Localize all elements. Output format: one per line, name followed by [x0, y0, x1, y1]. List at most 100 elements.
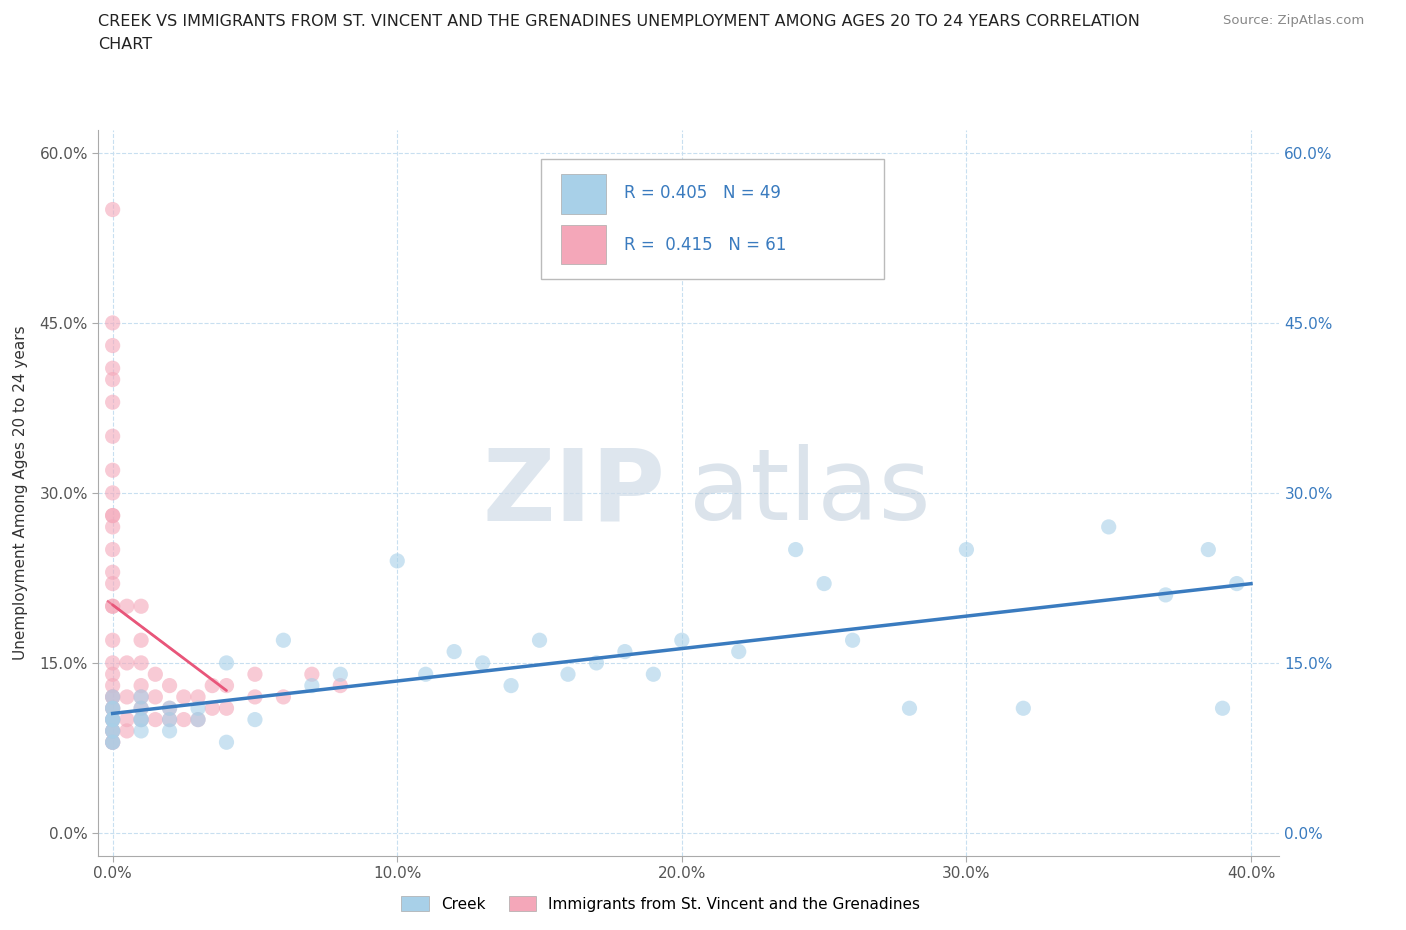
- Point: [215, 735, 238, 750]
- Point: [101, 735, 124, 750]
- Point: [159, 701, 181, 716]
- Point: [129, 701, 152, 716]
- Point: [129, 632, 152, 647]
- Point: [101, 735, 124, 750]
- Point: [415, 667, 437, 682]
- Point: [273, 689, 295, 704]
- Point: [101, 701, 124, 716]
- Point: [329, 667, 352, 682]
- Point: [1012, 701, 1035, 716]
- Point: [243, 712, 266, 727]
- Point: [101, 724, 124, 738]
- Point: [101, 520, 124, 535]
- Point: [215, 656, 238, 671]
- Point: [301, 667, 323, 682]
- Point: [101, 361, 124, 376]
- FancyBboxPatch shape: [561, 224, 606, 264]
- Point: [101, 577, 124, 591]
- Point: [129, 656, 152, 671]
- Point: [159, 701, 181, 716]
- Point: [101, 724, 124, 738]
- Point: [727, 644, 749, 659]
- Point: [101, 689, 124, 704]
- Point: [529, 632, 551, 647]
- Point: [101, 712, 124, 727]
- Point: [173, 689, 195, 704]
- Point: [101, 395, 124, 410]
- Point: [173, 712, 195, 727]
- Point: [499, 678, 522, 693]
- Point: [1154, 588, 1177, 603]
- Point: [329, 678, 352, 693]
- Point: [115, 724, 138, 738]
- Point: [785, 542, 807, 557]
- Point: [243, 689, 266, 704]
- Point: [129, 678, 152, 693]
- Point: [101, 689, 124, 704]
- Point: [201, 701, 224, 716]
- FancyBboxPatch shape: [561, 174, 606, 214]
- FancyBboxPatch shape: [541, 159, 884, 279]
- Point: [898, 701, 921, 716]
- Point: [129, 712, 152, 727]
- Point: [101, 202, 124, 217]
- Point: [101, 724, 124, 738]
- Point: [101, 724, 124, 738]
- Legend: Creek, Immigrants from St. Vincent and the Grenadines: Creek, Immigrants from St. Vincent and t…: [395, 889, 927, 918]
- Point: [159, 712, 181, 727]
- Point: [159, 724, 181, 738]
- Point: [1197, 542, 1219, 557]
- Point: [129, 701, 152, 716]
- Point: [101, 508, 124, 523]
- Point: [129, 599, 152, 614]
- Point: [1098, 520, 1121, 535]
- Point: [273, 632, 295, 647]
- Point: [101, 429, 124, 444]
- Text: CHART: CHART: [98, 37, 152, 52]
- Point: [129, 712, 152, 727]
- Point: [1212, 701, 1234, 716]
- Point: [129, 712, 152, 727]
- Point: [187, 712, 209, 727]
- Text: ZIP: ZIP: [482, 445, 665, 541]
- Point: [129, 689, 152, 704]
- Point: [101, 565, 124, 579]
- Point: [841, 632, 863, 647]
- Point: [101, 339, 124, 353]
- Y-axis label: Unemployment Among Ages 20 to 24 years: Unemployment Among Ages 20 to 24 years: [14, 326, 28, 660]
- Point: [101, 485, 124, 500]
- Point: [215, 701, 238, 716]
- Point: [115, 656, 138, 671]
- Point: [101, 712, 124, 727]
- Point: [557, 667, 579, 682]
- Point: [215, 678, 238, 693]
- Point: [101, 463, 124, 478]
- Point: [471, 656, 494, 671]
- Point: [143, 667, 166, 682]
- Point: [101, 678, 124, 693]
- Point: [101, 712, 124, 727]
- Point: [101, 372, 124, 387]
- Point: [101, 735, 124, 750]
- Point: [443, 644, 465, 659]
- Point: [101, 701, 124, 716]
- Point: [101, 712, 124, 727]
- Point: [115, 689, 138, 704]
- Point: [101, 656, 124, 671]
- Point: [813, 577, 835, 591]
- Point: [143, 689, 166, 704]
- Point: [201, 678, 224, 693]
- Text: R = 0.405   N = 49: R = 0.405 N = 49: [624, 184, 780, 203]
- Point: [301, 678, 323, 693]
- Point: [101, 315, 124, 330]
- Point: [159, 712, 181, 727]
- Point: [187, 712, 209, 727]
- Point: [243, 667, 266, 682]
- Point: [159, 678, 181, 693]
- Point: [101, 701, 124, 716]
- Point: [101, 735, 124, 750]
- Point: [101, 689, 124, 704]
- Text: Source: ZipAtlas.com: Source: ZipAtlas.com: [1223, 14, 1364, 27]
- Point: [955, 542, 977, 557]
- Point: [101, 701, 124, 716]
